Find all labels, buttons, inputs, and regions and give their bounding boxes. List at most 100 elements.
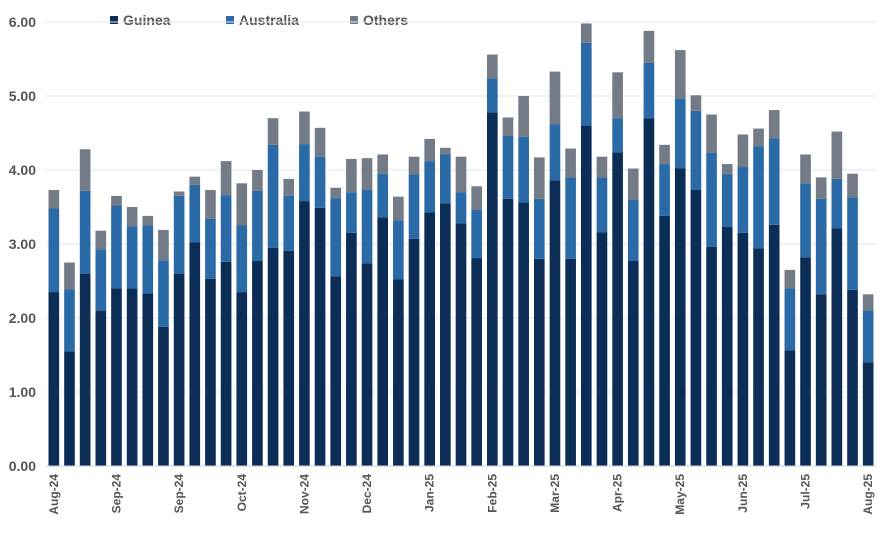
bar-segment-australia	[659, 164, 670, 216]
bar-segment-others	[815, 177, 827, 199]
bar-segment-guinea	[64, 351, 75, 466]
y-tick-label: 5.00	[9, 88, 36, 104]
bar-segment-australia	[424, 161, 436, 213]
bar-segment-australia	[220, 195, 232, 262]
bar-segment-australia	[252, 190, 263, 262]
bar-segment-others	[549, 71, 561, 125]
bar-segment-australia	[377, 173, 389, 218]
bar-segment-australia	[408, 174, 420, 239]
bar-segment-guinea	[79, 273, 91, 466]
bar-segment-guinea	[471, 258, 482, 466]
x-tick-label: Mar-25	[548, 474, 562, 513]
bar-segment-guinea	[706, 246, 717, 466]
bar-segment-others	[252, 170, 263, 191]
bar-segment-australia	[314, 156, 326, 208]
bar-segment-guinea	[95, 310, 107, 466]
bar-segment-guinea	[205, 278, 216, 466]
bar-segment-others	[440, 147, 451, 155]
bar-segment-others	[706, 114, 717, 153]
bar-segment-others	[283, 178, 295, 196]
bar-segment-australia	[690, 110, 702, 190]
legend-label-australia: Australia	[239, 12, 299, 28]
bar-segment-australia	[596, 177, 608, 233]
bar-segment-guinea	[408, 238, 420, 466]
bar-segment-guinea	[659, 215, 670, 466]
bar-segment-australia	[455, 192, 467, 224]
bar-segment-others	[189, 176, 201, 185]
bar-segment-australia	[393, 220, 404, 280]
bar-segment-others	[753, 128, 764, 147]
bar-segment-guinea	[346, 232, 357, 466]
bar-segment-guinea	[753, 248, 764, 466]
bar-segment-others	[330, 187, 342, 199]
bar-segment-guinea	[800, 257, 811, 466]
x-tick-label: Aug-25	[861, 474, 875, 515]
bar-segment-australia	[502, 135, 514, 199]
bar-segment-australia	[471, 209, 482, 259]
bar-segment-others	[126, 207, 138, 227]
legend-swatch-australia	[226, 16, 234, 24]
bar-segment-guinea	[361, 263, 373, 466]
bar-segment-others	[377, 154, 389, 174]
bar-segment-others	[831, 131, 843, 179]
bar-segment-others	[862, 294, 874, 311]
bar-segment-others	[643, 30, 655, 63]
bar-segment-others	[768, 110, 780, 139]
bar-segment-australia	[236, 225, 248, 293]
bar-segment-guinea	[862, 362, 874, 466]
bar-segment-guinea	[393, 279, 404, 466]
bar-segment-australia	[79, 190, 91, 274]
x-tick-label: Apr-25	[611, 474, 625, 512]
bar-segment-australia	[299, 144, 310, 202]
bar-segment-guinea	[580, 125, 592, 466]
bar-segment-guinea	[690, 189, 702, 467]
bar-segment-guinea	[142, 293, 154, 466]
bar-segment-others	[314, 127, 326, 157]
bar-segment-guinea	[440, 203, 451, 467]
bar-segment-australia	[267, 144, 279, 248]
bar-segment-guinea	[612, 152, 623, 467]
bar-segment-australia	[706, 152, 717, 247]
legend-item-guinea: Guinea	[110, 12, 170, 28]
bar-segment-others	[847, 173, 858, 198]
legend-item-others: Others	[350, 12, 408, 28]
bar-segment-others	[361, 158, 373, 190]
bar-segment-guinea	[533, 258, 545, 466]
bar-segment-australia	[330, 198, 342, 277]
bar-segment-guinea	[518, 202, 529, 466]
bar-segment-australia	[158, 260, 169, 327]
bar-segment-others	[408, 156, 420, 175]
bar-segment-australia	[111, 205, 122, 289]
bar-segment-others	[424, 138, 436, 162]
y-tick-label: 4.00	[9, 162, 36, 178]
bar-segment-others	[690, 95, 702, 111]
bar-segment-australia	[768, 138, 780, 225]
bar-segment-guinea	[549, 180, 561, 467]
bar-segment-guinea	[768, 224, 780, 466]
bar-segment-australia	[142, 225, 154, 294]
bar-segment-guinea	[643, 118, 655, 466]
bar-segment-australia	[440, 154, 451, 204]
bar-segment-australia	[48, 208, 60, 293]
bar-segment-others	[267, 118, 279, 145]
bar-segment-australia	[862, 310, 874, 363]
legend: Guinea Australia Others	[0, 12, 884, 32]
bar-segment-australia	[486, 78, 498, 113]
bar-segment-australia	[643, 62, 655, 119]
bar-segment-others	[486, 54, 498, 79]
bar-segment-guinea	[455, 223, 467, 466]
bar-segment-others	[659, 144, 670, 165]
bar-segment-others	[79, 149, 91, 191]
bar-segment-australia	[283, 195, 295, 251]
bar-segment-guinea	[565, 258, 576, 466]
bar-segment-guinea	[173, 273, 185, 466]
bar-segment-others	[612, 72, 623, 119]
bar-segment-guinea	[627, 261, 639, 466]
bar-segment-australia	[627, 199, 639, 262]
bar-segment-others	[737, 134, 749, 168]
bar-segment-others	[346, 158, 357, 193]
bar-segment-guinea	[596, 232, 608, 466]
legend-label-others: Others	[363, 12, 409, 28]
bar-segment-australia	[173, 195, 185, 274]
